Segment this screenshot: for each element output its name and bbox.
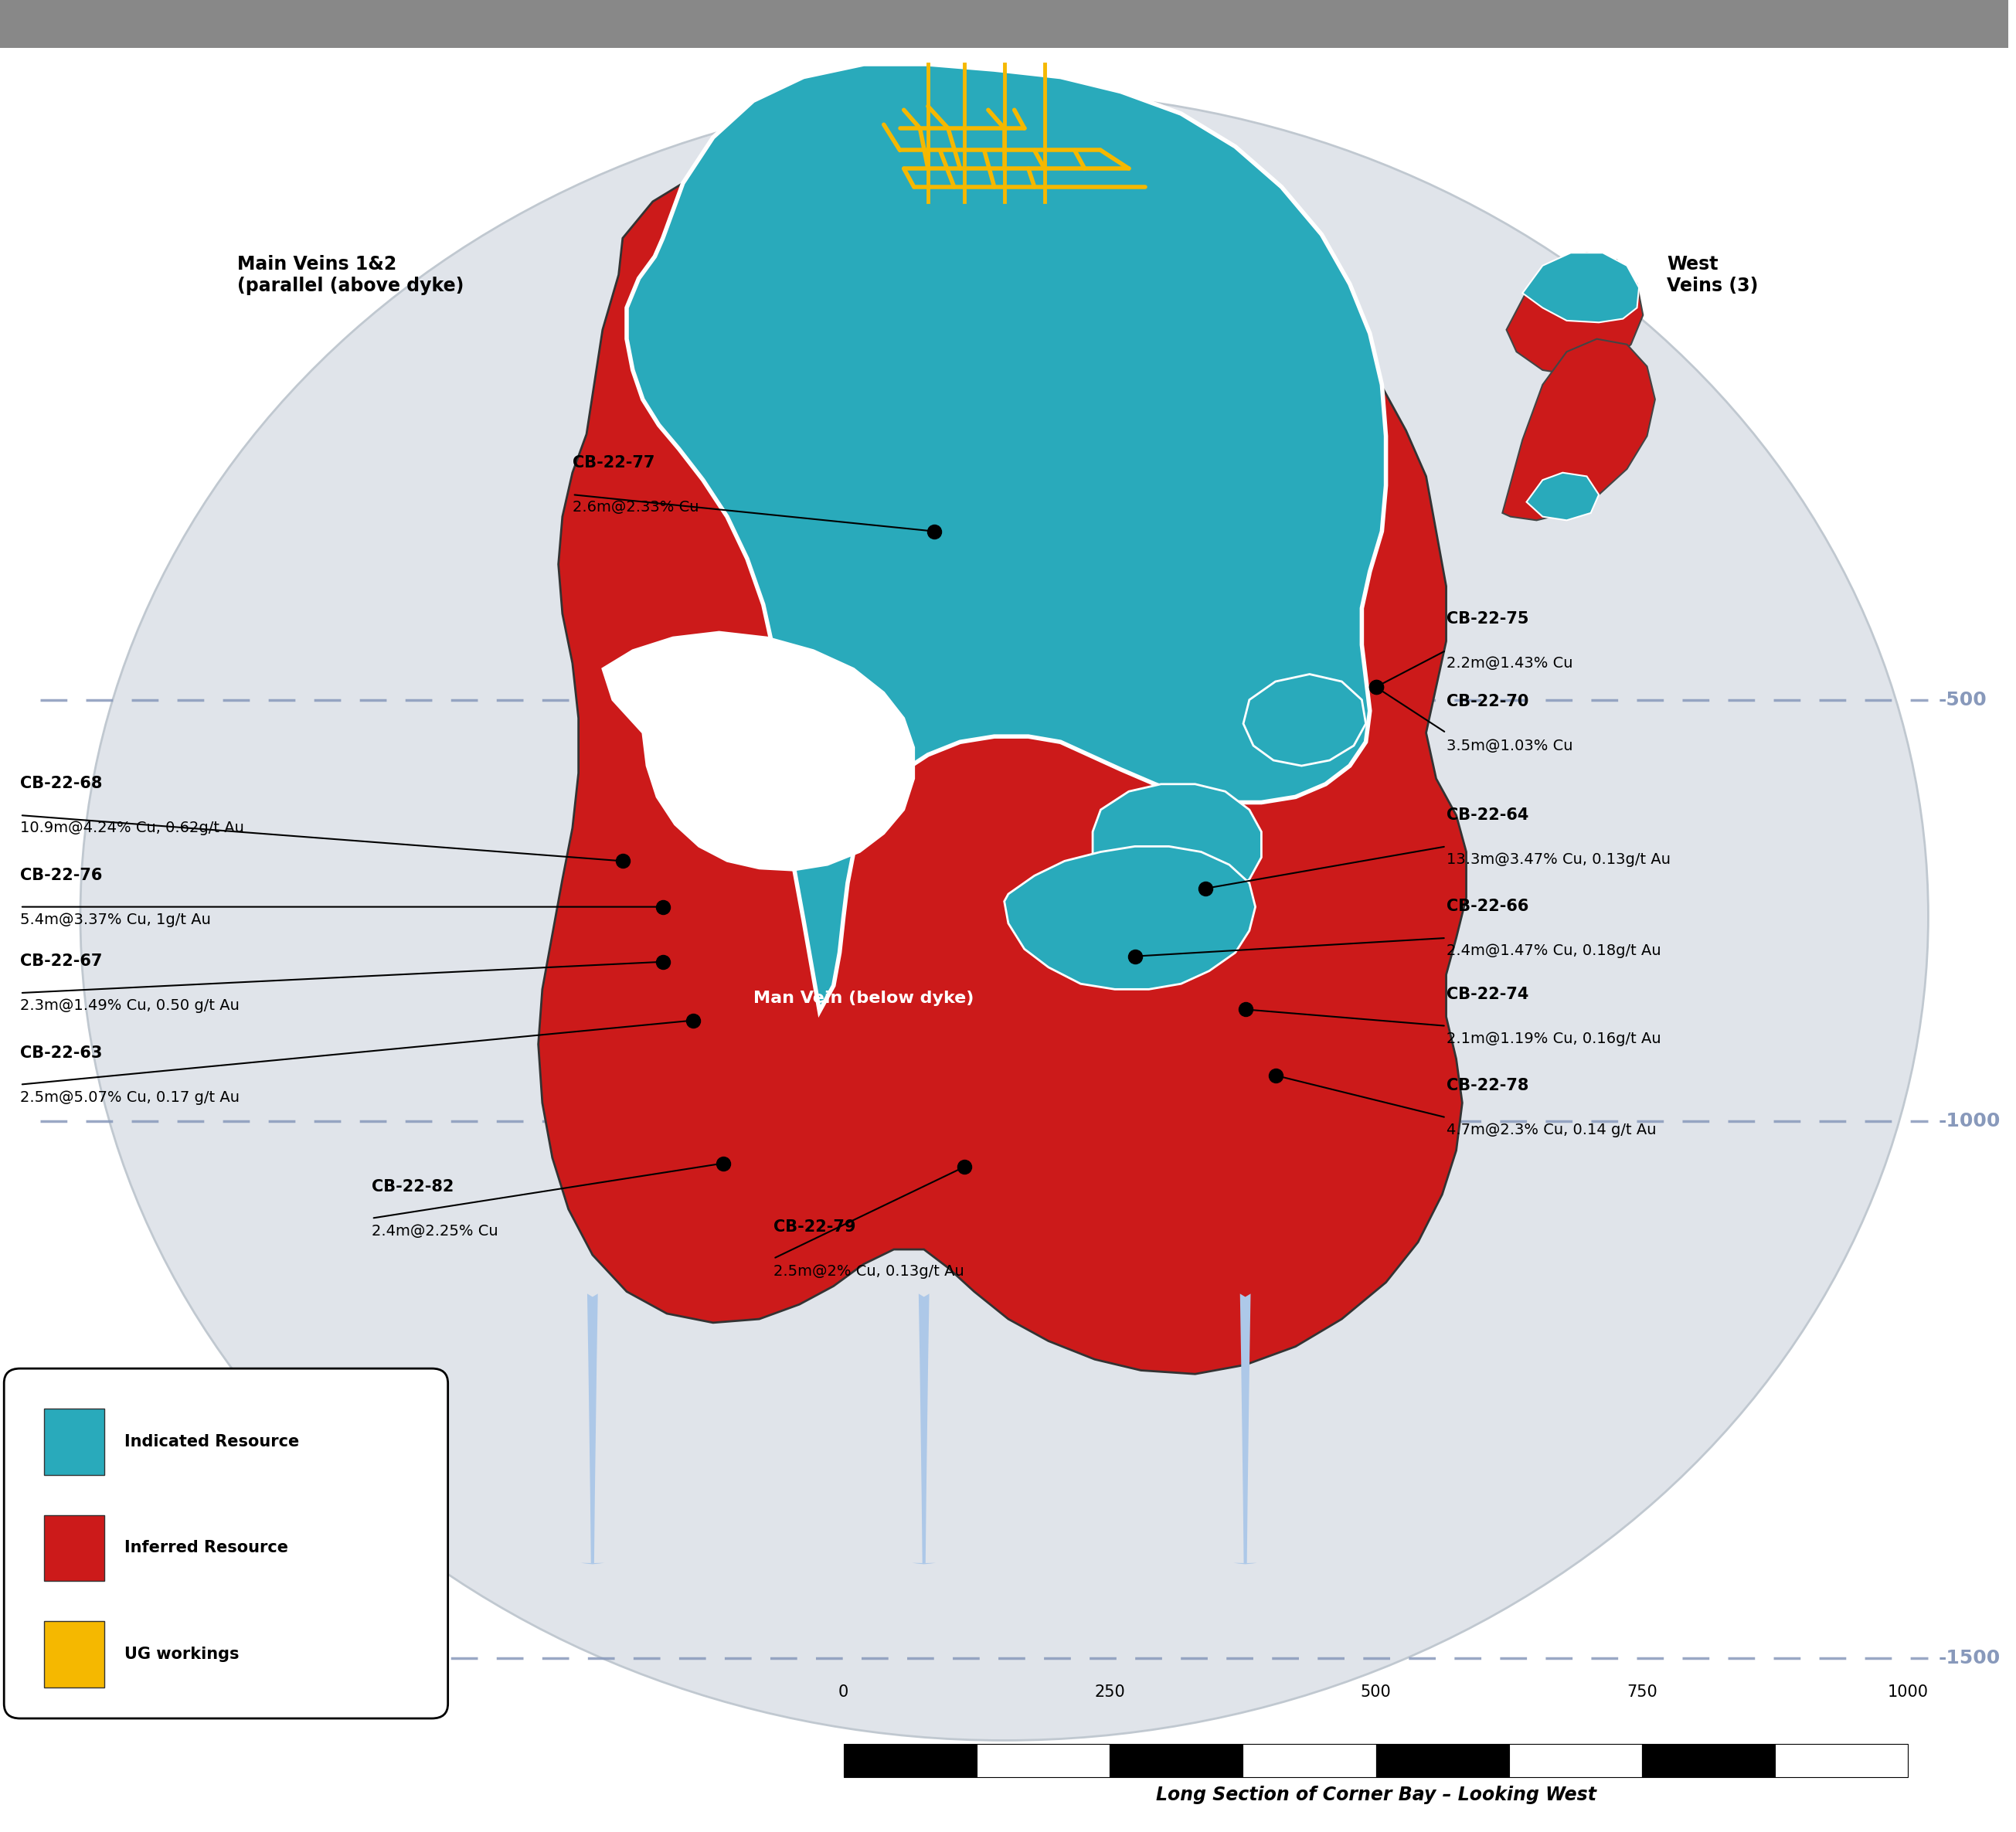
Bar	[0, 0, 2008, 48]
Polygon shape	[1244, 674, 1365, 766]
Text: 0: 0	[839, 1685, 849, 1700]
Text: -1500: -1500	[1937, 1649, 2000, 1667]
Text: CB-22-67: CB-22-67	[20, 954, 103, 969]
Bar	[1641, 1744, 1774, 1777]
Polygon shape	[1506, 253, 1643, 376]
Text: Inferred Resource: Inferred Resource	[125, 1541, 288, 1555]
Bar	[1774, 1744, 1909, 1777]
Text: CB-22-76: CB-22-76	[20, 868, 103, 883]
Text: 2.6m@2.33% Cu: 2.6m@2.33% Cu	[573, 500, 700, 515]
Polygon shape	[1093, 784, 1262, 905]
Text: 2.5m@2% Cu, 0.13g/t Au: 2.5m@2% Cu, 0.13g/t Au	[774, 1264, 964, 1279]
Text: CB-22-68: CB-22-68	[20, 777, 103, 791]
Text: CB-22-64: CB-22-64	[1445, 808, 1528, 823]
Polygon shape	[1004, 846, 1256, 989]
Text: CB-22-77: CB-22-77	[573, 456, 655, 471]
Bar	[44, 1515, 105, 1581]
Text: Main Veins 1&2
(parallel (above dyke): Main Veins 1&2 (parallel (above dyke)	[238, 255, 464, 295]
Text: CB-22-63: CB-22-63	[20, 1046, 103, 1061]
Polygon shape	[1522, 253, 1639, 322]
Polygon shape	[1502, 339, 1655, 520]
Bar	[1508, 1744, 1641, 1777]
Text: CB-22-79: CB-22-79	[774, 1220, 855, 1235]
Ellipse shape	[81, 92, 1927, 1740]
Text: 10.9m@4.24% Cu, 0.62g/t Au: 10.9m@4.24% Cu, 0.62g/t Au	[20, 821, 244, 835]
Text: 3.5m@1.03% Cu: 3.5m@1.03% Cu	[1445, 738, 1572, 753]
Text: CB-22-82: CB-22-82	[371, 1180, 454, 1194]
Polygon shape	[627, 64, 1385, 1011]
Bar	[976, 1744, 1109, 1777]
Bar	[44, 1621, 105, 1687]
Text: 2.4m@2.25% Cu: 2.4m@2.25% Cu	[371, 1224, 498, 1238]
Text: CB-22-70: CB-22-70	[1445, 694, 1528, 709]
Bar	[44, 1409, 105, 1475]
Text: -1000: -1000	[1937, 1112, 2000, 1130]
Polygon shape	[1526, 473, 1599, 520]
Text: West
Veins (3): West Veins (3)	[1667, 255, 1758, 295]
Text: 500: 500	[1361, 1685, 1391, 1700]
Text: Long Section of Corner Bay – Looking West: Long Section of Corner Bay – Looking Wes…	[1155, 1786, 1597, 1805]
Bar	[1375, 1744, 1508, 1777]
Text: Indicated Resource: Indicated Resource	[125, 1434, 298, 1449]
Text: CB-22-74: CB-22-74	[1445, 987, 1528, 1002]
Text: 250: 250	[1095, 1685, 1125, 1700]
Text: 750: 750	[1627, 1685, 1657, 1700]
Text: Man Vein (below dyke): Man Vein (below dyke)	[754, 991, 974, 1006]
Text: 2.3m@1.49% Cu, 0.50 g/t Au: 2.3m@1.49% Cu, 0.50 g/t Au	[20, 998, 240, 1013]
FancyBboxPatch shape	[4, 1369, 448, 1718]
Bar	[1242, 1744, 1375, 1777]
Text: 2.5m@5.07% Cu, 0.17 g/t Au: 2.5m@5.07% Cu, 0.17 g/t Au	[20, 1090, 240, 1105]
Text: 13.3m@3.47% Cu, 0.13g/t Au: 13.3m@3.47% Cu, 0.13g/t Au	[1445, 852, 1671, 867]
Text: 1000: 1000	[1887, 1685, 1929, 1700]
Text: 2.2m@1.43% Cu: 2.2m@1.43% Cu	[1445, 656, 1572, 671]
Text: CB-22-75: CB-22-75	[1445, 612, 1528, 627]
Polygon shape	[538, 165, 1466, 1374]
Polygon shape	[603, 632, 913, 870]
Bar	[843, 1744, 976, 1777]
Text: 4.7m@2.3% Cu, 0.14 g/t Au: 4.7m@2.3% Cu, 0.14 g/t Au	[1445, 1123, 1655, 1138]
Text: CB-22-66: CB-22-66	[1445, 900, 1528, 914]
Text: CB-22-78: CB-22-78	[1445, 1079, 1528, 1094]
Text: 2.1m@1.19% Cu, 0.16g/t Au: 2.1m@1.19% Cu, 0.16g/t Au	[1445, 1031, 1661, 1046]
Text: 5.4m@3.37% Cu, 1g/t Au: 5.4m@3.37% Cu, 1g/t Au	[20, 912, 212, 927]
Text: UG workings: UG workings	[125, 1647, 240, 1662]
Text: 2.4m@1.47% Cu, 0.18g/t Au: 2.4m@1.47% Cu, 0.18g/t Au	[1445, 943, 1661, 958]
Text: -500: -500	[1937, 691, 1986, 709]
Bar	[1109, 1744, 1242, 1777]
